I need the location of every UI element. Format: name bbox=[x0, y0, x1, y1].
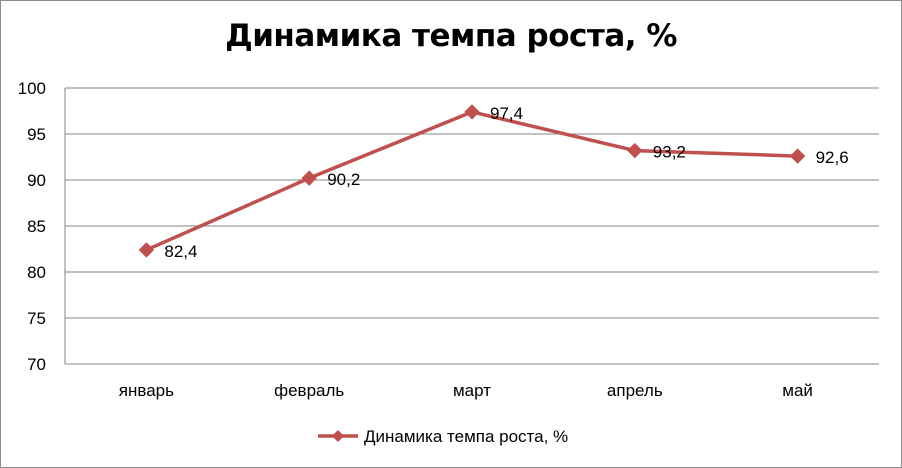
y-tick-label: 95 bbox=[27, 125, 46, 144]
data-label: 97,4 bbox=[490, 104, 523, 123]
x-tick-label: январь bbox=[119, 381, 174, 400]
y-tick-label: 75 bbox=[27, 309, 46, 328]
data-label: 90,2 bbox=[327, 170, 360, 189]
data-point-marker bbox=[138, 242, 155, 258]
data-point-marker bbox=[301, 170, 317, 186]
data-point-marker bbox=[627, 142, 643, 159]
y-tick-label: 90 bbox=[27, 171, 46, 190]
data-label: 82,4 bbox=[164, 242, 197, 261]
legend-label: Динамика темпа роста, % bbox=[364, 427, 568, 446]
data-point-marker bbox=[464, 104, 480, 120]
x-tick-label: март bbox=[453, 381, 491, 400]
x-tick-label: февраль bbox=[274, 381, 344, 400]
x-tick-label: апрель bbox=[607, 381, 663, 400]
data-point-marker bbox=[789, 148, 806, 164]
y-tick-label: 100 bbox=[18, 79, 46, 98]
data-label: 93,2 bbox=[653, 143, 686, 162]
data-label: 92,6 bbox=[816, 148, 849, 167]
y-tick-label: 85 bbox=[27, 217, 46, 236]
y-tick-label: 70 bbox=[27, 355, 46, 374]
chart-title: Динамика темпа роста, % bbox=[225, 18, 677, 54]
x-tick-label: май bbox=[782, 381, 813, 400]
legend-marker bbox=[332, 430, 344, 442]
y-tick-label: 80 bbox=[27, 263, 46, 282]
series-line bbox=[145, 110, 798, 252]
